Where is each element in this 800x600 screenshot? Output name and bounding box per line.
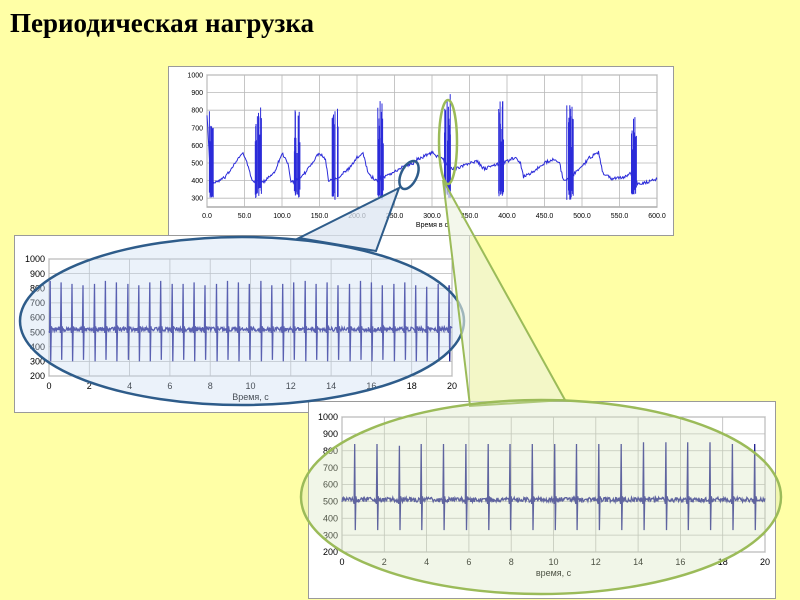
y-tick-label: 300	[30, 357, 45, 367]
x-tick-label: 14	[326, 381, 336, 391]
series-burst	[631, 117, 637, 195]
overview-chart-svg: 300 400 500 600 700 800 900 1000 0.0 50.0 100.0 150…	[187, 72, 666, 229]
x-tick-label: 8	[509, 557, 514, 567]
x-tick-label: 18	[718, 557, 728, 567]
y-tick-label: 500	[323, 497, 338, 507]
x-tick-label: 450.0	[536, 213, 554, 220]
x-tick-label: 2	[382, 557, 387, 567]
zoom-chart-2: 200 300 400 500 600 700 800 900 1000 0 2 4 6 8 10 12 14 1…	[308, 401, 776, 599]
x-tick-label: 200.0	[348, 213, 366, 220]
x-tick-label: 16	[675, 557, 685, 567]
series-line	[206, 115, 658, 188]
x-axis-title: время, с	[536, 568, 572, 578]
y-tick-label: 500	[191, 160, 203, 167]
x-tick-label: 0	[339, 557, 344, 567]
series-burst	[498, 101, 504, 197]
x-tick-label: 10	[548, 557, 558, 567]
x-tick-label: 300.0	[423, 213, 441, 220]
x-tick-label: 0.0	[202, 213, 212, 220]
zoom-chart-1: 200 300 400 500 600 700 800 900 1000 0 2 4 6 8 10 12 14 1…	[14, 235, 470, 413]
series-burst	[331, 108, 339, 200]
x-tick-label: 500.0	[573, 213, 591, 220]
y-tick-label: 300	[323, 530, 338, 540]
y-tick-label: 600	[191, 143, 203, 150]
x-tick-label: 10	[245, 381, 255, 391]
x-tick-label: 4	[127, 381, 132, 391]
y-tick-label: 200	[30, 371, 45, 381]
y-tick-label: 300	[191, 196, 203, 203]
y-tick-label: 1000	[318, 412, 338, 422]
y-tick-label: 200	[323, 547, 338, 557]
series-burst	[377, 101, 384, 200]
x-tick-label: 4	[424, 557, 429, 567]
y-tick-label: 800	[30, 283, 45, 293]
y-tick-label: 800	[191, 108, 203, 115]
x-tick-label: 2	[87, 381, 92, 391]
y-tick-label: 900	[30, 269, 45, 279]
x-tick-label: 0	[46, 381, 51, 391]
y-tick-label: 600	[323, 480, 338, 490]
x-tick-label: 100.0	[273, 213, 291, 220]
slide-title: Периодическая нагрузка	[10, 8, 315, 38]
x-tick-label: 6	[167, 381, 172, 391]
x-tick-label: 16	[366, 381, 376, 391]
y-tick-label: 700	[323, 463, 338, 473]
y-tick-label: 400	[30, 342, 45, 352]
x-tick-label: 8	[208, 381, 213, 391]
overview-chart: 300 400 500 600 700 800 900 1000 0.0 50.0 100.0 150…	[168, 66, 674, 236]
series-burst	[208, 111, 214, 198]
y-tick-label: 1000	[187, 72, 203, 79]
y-tick-label: 400	[323, 513, 338, 523]
series-burst	[566, 105, 574, 200]
x-tick-label: 18	[407, 381, 417, 391]
zoom-chart-1-svg: 200 300 400 500 600 700 800 900 1000 0 2 4 6 8 10 12 14 1…	[25, 254, 457, 402]
x-tick-label: 12	[286, 381, 296, 391]
x-axis-title: Время, с	[232, 392, 269, 402]
x-tick-label: 6	[466, 557, 471, 567]
x-tick-label: 20	[447, 381, 457, 391]
x-tick-label: 50.0	[238, 213, 252, 220]
x-tick-label: 350.0	[461, 213, 479, 220]
x-tick-label: 20	[760, 557, 770, 567]
x-tick-label: 150.0	[311, 213, 329, 220]
y-tick-label: 800	[323, 446, 338, 456]
series-burst	[293, 110, 301, 198]
series-burst	[254, 107, 262, 198]
y-tick-label: 700	[191, 125, 203, 132]
x-axis-title: Время в с	[416, 222, 449, 229]
y-tick-label: 400	[191, 178, 203, 185]
x-tick-label: 400.0	[498, 213, 516, 220]
x-tick-label: 250.0	[386, 213, 404, 220]
x-tick-label: 600.0	[648, 213, 666, 220]
y-tick-label: 500	[30, 327, 45, 337]
x-tick-label: 550.0	[611, 213, 629, 220]
x-tick-label: 12	[591, 557, 601, 567]
x-tick-label: 14	[633, 557, 643, 567]
y-tick-label: 600	[30, 313, 45, 323]
y-tick-label: 700	[30, 298, 45, 308]
y-tick-label: 900	[323, 429, 338, 439]
y-tick-label: 900	[191, 90, 203, 97]
zoom-chart-2-svg: 200 300 400 500 600 700 800 900 1000 0 2 4 6 8 10 12 14 1…	[318, 412, 770, 578]
y-tick-label: 1000	[25, 254, 45, 264]
